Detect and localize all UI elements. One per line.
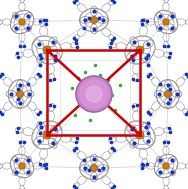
Circle shape [136, 46, 144, 54]
Circle shape [90, 16, 98, 24]
Circle shape [80, 80, 108, 108]
Circle shape [19, 163, 25, 169]
Circle shape [163, 163, 169, 169]
Circle shape [19, 19, 25, 25]
Circle shape [90, 164, 98, 172]
Circle shape [164, 90, 172, 98]
Circle shape [163, 19, 169, 25]
Circle shape [43, 46, 51, 54]
Circle shape [136, 131, 144, 139]
Circle shape [43, 131, 51, 139]
Circle shape [76, 76, 112, 112]
Circle shape [86, 86, 102, 102]
Circle shape [16, 90, 24, 98]
